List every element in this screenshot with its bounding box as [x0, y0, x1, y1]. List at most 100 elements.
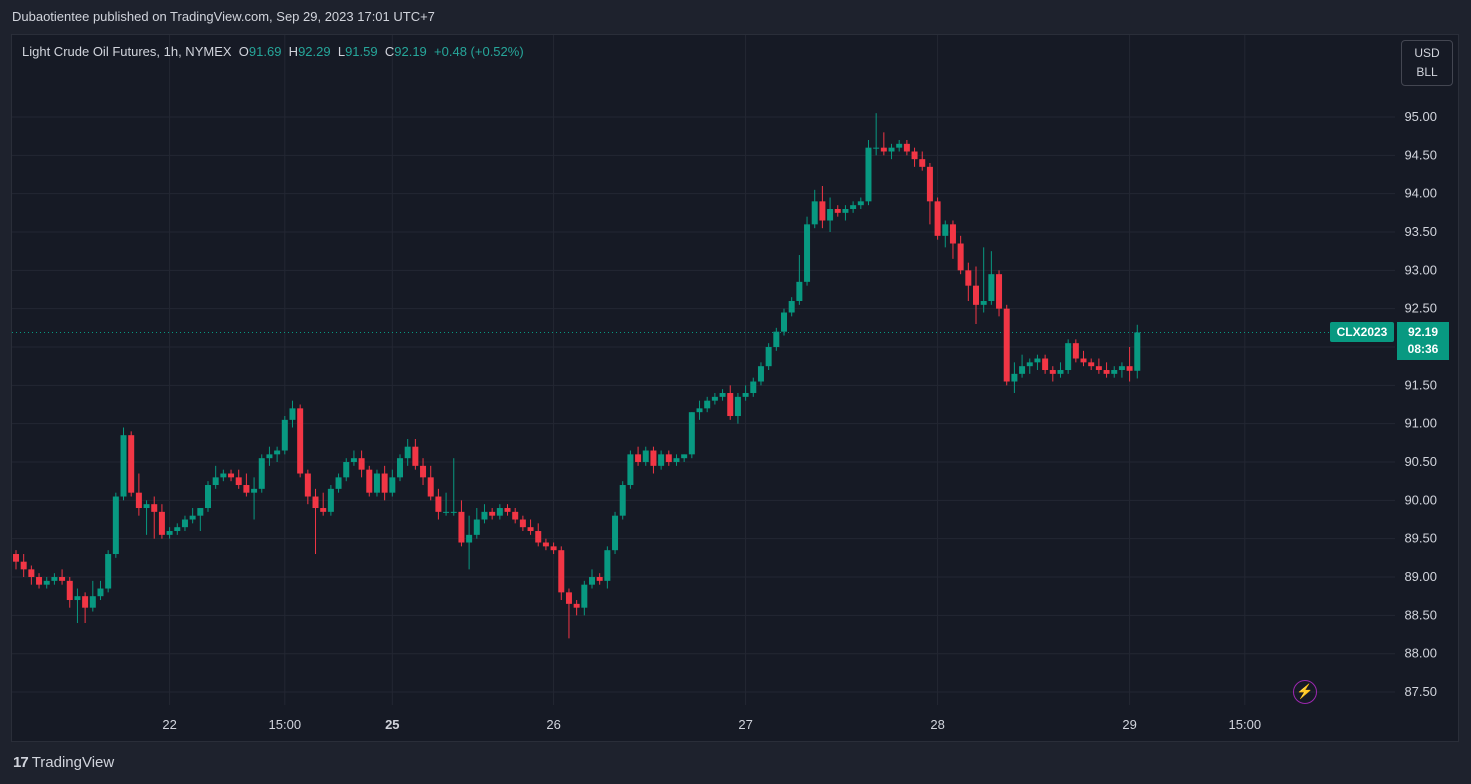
candle[interactable] [757, 362, 764, 386]
candle[interactable] [1003, 304, 1010, 386]
candle[interactable] [980, 247, 987, 313]
candle[interactable] [926, 163, 933, 225]
candle[interactable] [765, 343, 772, 371]
candle[interactable] [504, 504, 511, 516]
candle[interactable] [642, 446, 649, 466]
candle[interactable] [197, 508, 204, 532]
candle[interactable] [1118, 362, 1125, 378]
candle[interactable] [404, 439, 411, 466]
candle[interactable] [512, 508, 519, 524]
candle[interactable] [934, 197, 941, 240]
candle[interactable] [450, 458, 457, 516]
candle[interactable] [20, 554, 27, 578]
candle[interactable] [36, 573, 43, 589]
candle[interactable] [66, 577, 73, 608]
candle[interactable] [834, 205, 841, 217]
chart-frame[interactable] [11, 34, 1459, 742]
candle[interactable] [681, 454, 688, 463]
candle[interactable] [1049, 366, 1056, 382]
candle[interactable] [850, 201, 857, 213]
candle[interactable] [1042, 354, 1049, 374]
candle[interactable] [97, 580, 104, 601]
candle[interactable] [519, 515, 526, 532]
candle[interactable] [466, 515, 473, 570]
candle[interactable] [235, 469, 242, 489]
candle[interactable] [1034, 354, 1041, 371]
candle[interactable] [527, 519, 534, 535]
candle[interactable] [112, 492, 119, 558]
candle[interactable] [435, 488, 442, 520]
candle[interactable] [343, 458, 350, 482]
candle[interactable] [350, 450, 357, 466]
candle[interactable] [903, 140, 910, 156]
candle[interactable] [1095, 358, 1102, 374]
candle[interactable] [734, 393, 741, 424]
candle[interactable] [266, 446, 273, 466]
candle[interactable] [420, 458, 427, 486]
candle[interactable] [258, 454, 265, 493]
candle[interactable] [166, 527, 173, 539]
candle[interactable] [82, 592, 89, 624]
candle[interactable] [358, 450, 365, 478]
candle[interactable] [1111, 366, 1118, 378]
candle[interactable] [857, 197, 864, 210]
candle[interactable] [773, 327, 780, 351]
candle[interactable] [988, 251, 995, 305]
candle[interactable] [220, 469, 227, 482]
candle[interactable] [481, 504, 488, 524]
candle[interactable] [949, 220, 956, 259]
candle[interactable] [704, 396, 711, 413]
candle[interactable] [105, 550, 112, 593]
candle[interactable] [996, 270, 1003, 317]
candle[interactable] [696, 400, 703, 420]
candle[interactable] [1072, 339, 1079, 363]
candle[interactable] [297, 404, 304, 478]
candle[interactable] [573, 600, 580, 616]
candle[interactable] [13, 550, 19, 570]
candle[interactable] [320, 492, 327, 516]
candle[interactable] [873, 113, 880, 156]
candle[interactable] [673, 454, 680, 466]
candle[interactable] [373, 469, 380, 497]
candle[interactable] [742, 385, 749, 401]
candle[interactable] [827, 197, 834, 233]
candle[interactable] [304, 469, 311, 505]
candle[interactable] [43, 577, 50, 589]
candle[interactable] [397, 454, 403, 482]
candle[interactable] [589, 569, 595, 589]
candle[interactable] [205, 481, 211, 512]
candle[interactable] [381, 465, 388, 501]
candle[interactable] [212, 465, 219, 489]
candle[interactable] [473, 508, 480, 539]
candle[interactable] [788, 297, 795, 317]
candle[interactable] [59, 569, 66, 585]
candle[interactable] [128, 431, 135, 497]
candle[interactable] [189, 508, 196, 524]
candle[interactable] [627, 450, 634, 489]
candle[interactable] [412, 439, 419, 470]
candle[interactable] [1026, 358, 1033, 374]
candle[interactable] [1057, 362, 1064, 378]
currency-unit-button[interactable]: USD BLL [1401, 40, 1453, 86]
candle[interactable] [51, 573, 58, 585]
candle[interactable] [135, 473, 142, 516]
candle[interactable] [781, 308, 787, 336]
candle[interactable] [957, 235, 964, 275]
candle[interactable] [804, 216, 811, 286]
candle[interactable] [888, 143, 895, 160]
candle[interactable] [1126, 347, 1133, 382]
candle[interactable] [542, 538, 549, 551]
candle[interactable] [596, 573, 603, 585]
lightning-bolt-icon[interactable]: ⚡ [1293, 680, 1317, 704]
candle[interactable] [274, 446, 281, 463]
candle[interactable] [896, 140, 903, 152]
candle[interactable] [650, 446, 657, 474]
candle[interactable] [911, 147, 918, 167]
candle[interactable] [181, 515, 188, 532]
candle[interactable] [880, 132, 887, 156]
candle[interactable] [750, 377, 757, 397]
candle[interactable] [919, 151, 926, 171]
tradingview-logo[interactable]: 17 TradingView [13, 754, 114, 771]
candle[interactable] [443, 492, 450, 516]
candle[interactable] [327, 485, 334, 516]
